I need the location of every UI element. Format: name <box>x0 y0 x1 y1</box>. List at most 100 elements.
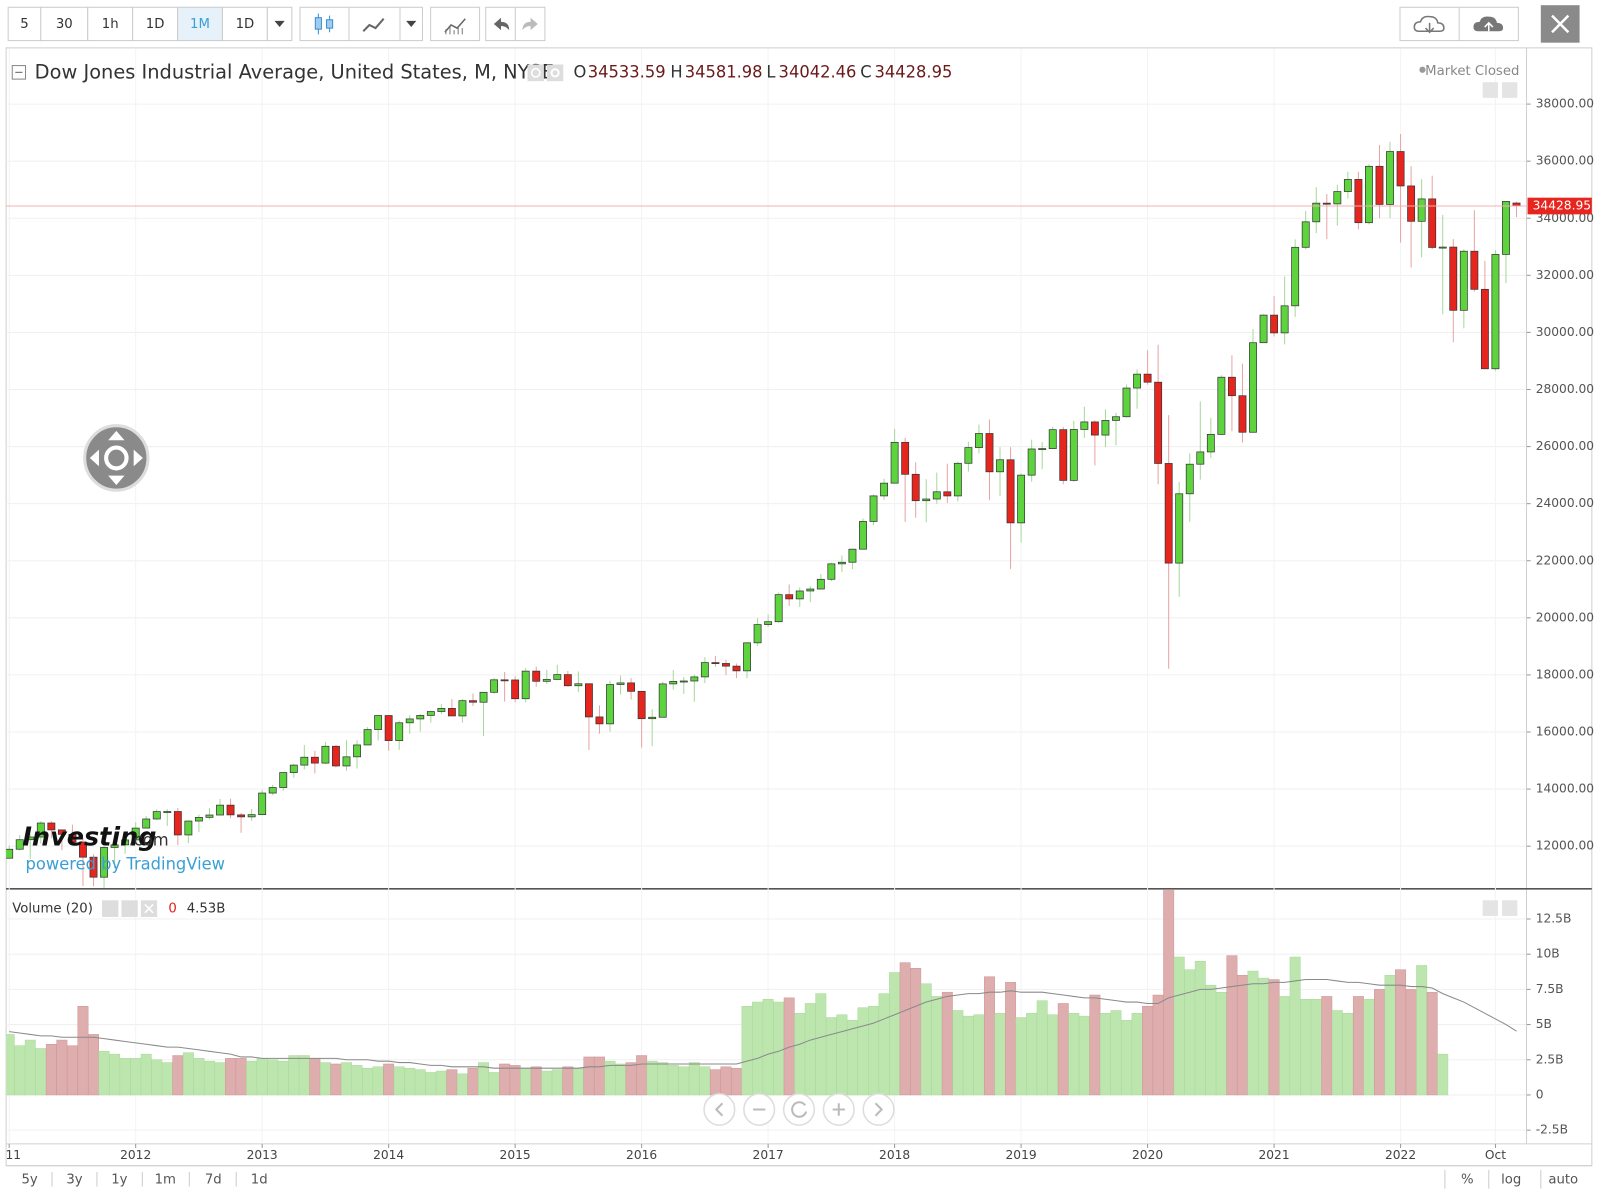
interval-button[interactable] <box>221 6 268 42</box>
candle-body <box>1459 250 1468 311</box>
indicator-bars <box>445 26 463 35</box>
volume-bar <box>541 1070 553 1096</box>
settings-button[interactable] <box>546 64 564 82</box>
volume-bar <box>1226 955 1238 1096</box>
candle-body <box>184 820 193 836</box>
range-button[interactable]: 1m <box>155 1172 176 1187</box>
candle-body <box>1502 201 1510 255</box>
volume-bar <box>182 1052 194 1096</box>
volume-bar <box>657 1062 669 1096</box>
candle-body <box>606 684 614 725</box>
x-tick-label: 2013 <box>247 1148 278 1162</box>
range-button[interactable]: 3y <box>66 1172 82 1187</box>
interval-label: 1M <box>190 17 210 32</box>
volume-bar <box>404 1067 416 1096</box>
status-dot <box>1419 66 1426 73</box>
x-tick-label: 2016 <box>626 1148 657 1162</box>
settings-button[interactable] <box>121 900 138 917</box>
dropdown-arrow <box>274 20 285 28</box>
volume-bar <box>625 1062 637 1096</box>
range-button[interactable]: 1y <box>111 1172 127 1187</box>
candle-body <box>226 804 235 816</box>
scroll-right[interactable] <box>862 1093 895 1126</box>
candle-body <box>57 829 66 835</box>
volume-bar <box>435 1070 447 1096</box>
candle-body <box>1143 373 1152 383</box>
visibility-toggle[interactable] <box>102 900 119 917</box>
candle-body <box>1491 254 1500 370</box>
y-tick-label: 7.5B <box>1536 982 1564 996</box>
ohlc-key: H <box>670 62 682 81</box>
scale-option[interactable]: auto <box>1548 1172 1578 1187</box>
volume-bar <box>235 1058 247 1096</box>
volume-bar <box>520 1067 532 1096</box>
volume-bar <box>1142 1006 1154 1096</box>
indicator-icon <box>444 18 466 33</box>
candle-body <box>1480 288 1489 370</box>
scroll-left[interactable] <box>703 1093 736 1126</box>
candle-body <box>1428 198 1437 248</box>
candle-body <box>194 816 203 822</box>
candle-body <box>690 676 699 682</box>
interval-button[interactable] <box>7 6 42 42</box>
ohlc-value: 34428.95 <box>874 62 952 81</box>
volume-bar <box>309 1058 321 1096</box>
volume-bar <box>1173 956 1185 1096</box>
volume-bar <box>372 1066 384 1096</box>
candle-body <box>36 822 45 838</box>
candle-body <box>1407 185 1416 222</box>
redo-icon[interactable] <box>522 17 538 31</box>
visibility-toggle[interactable] <box>527 64 544 82</box>
pane-maximize[interactable] <box>1502 900 1518 916</box>
volume-bar <box>667 1065 679 1096</box>
pane-move-up[interactable] <box>1482 900 1498 916</box>
x-tick-label: 2017 <box>753 1148 784 1162</box>
range-button[interactable]: 7d <box>205 1172 222 1187</box>
candle-body <box>1386 151 1394 205</box>
candle-body <box>574 683 583 687</box>
y-tick-label: 32000.00 <box>1536 268 1595 282</box>
reset[interactable] <box>782 1093 816 1126</box>
scale-option[interactable]: % <box>1461 1172 1474 1187</box>
interval-button[interactable] <box>132 6 179 42</box>
candle-body <box>458 700 467 717</box>
cloud-download-icon[interactable] <box>1413 15 1445 33</box>
interval-button[interactable] <box>40 6 89 42</box>
range-button[interactable]: 1d <box>251 1172 268 1187</box>
undo-icon[interactable] <box>493 17 510 31</box>
interval-button[interactable] <box>177 6 223 42</box>
volume-ma-value: 4.53B <box>187 902 226 917</box>
indicators-button[interactable] <box>430 6 481 42</box>
pane-maximize[interactable] <box>1502 82 1518 98</box>
candle-body <box>342 756 351 767</box>
navigation-control[interactable] <box>83 424 150 492</box>
ohlc-value: 34533.59 <box>588 62 666 81</box>
candle-body <box>237 814 246 818</box>
candle-body <box>627 682 636 692</box>
volume-bar <box>140 1053 152 1096</box>
y-tick-label: 38000.00 <box>1536 97 1595 111</box>
volume-bar <box>1194 960 1206 1096</box>
volume-bar <box>868 1006 879 1096</box>
interval-button[interactable] <box>87 6 134 42</box>
close-icon <box>1551 14 1570 34</box>
y-tick-label: 12.5B <box>1536 911 1572 925</box>
pan-control[interactable] <box>83 424 150 492</box>
watermark-suffix: .com <box>129 830 169 849</box>
candle-body <box>1227 376 1236 397</box>
scale-option[interactable]: log <box>1501 1172 1521 1187</box>
y-tick-label: 16000.00 <box>1536 724 1595 738</box>
pane-move-down[interactable] <box>1482 82 1498 98</box>
volume-bar <box>151 1059 163 1096</box>
volume-bar <box>109 1053 121 1096</box>
candle-body <box>1101 420 1110 436</box>
candle-body <box>1006 459 1015 524</box>
volume-bar <box>1342 1013 1354 1096</box>
volume-bar <box>1110 1010 1122 1096</box>
volume-bar <box>1300 998 1312 1096</box>
bottom-bar: 5y 3y 1y 1m 7d 1d% log auto <box>21 1169 1578 1189</box>
candle-body <box>658 683 667 718</box>
watermark: Investing .com powered by TradingView <box>22 822 225 873</box>
range-button[interactable]: 5y <box>21 1172 37 1187</box>
volume-bar <box>1416 965 1428 1096</box>
